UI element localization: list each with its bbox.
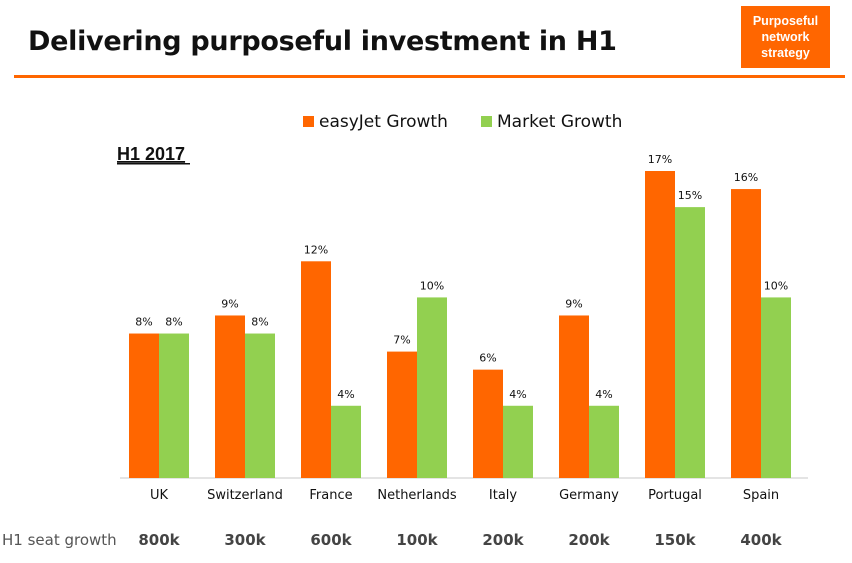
x-tick-label-switzerland: Switzerland	[207, 488, 283, 503]
data-label-easyjet-france: 12%	[304, 243, 328, 256]
bar-easyjet-germany	[559, 315, 589, 478]
bar-easyjet-netherlands	[387, 351, 417, 478]
data-label-easyjet-switzerland: 9%	[221, 297, 238, 310]
data-label-easyjet-italy: 6%	[479, 352, 496, 365]
data-label-market-uk: 8%	[165, 316, 182, 329]
bar-easyjet-portugal	[645, 171, 675, 478]
chart-title-underline	[117, 163, 190, 165]
strategy-badge: Purposeful network strategy	[741, 6, 830, 68]
x-tick-label-italy: Italy	[489, 488, 518, 503]
bar-easyjet-italy	[473, 369, 503, 478]
bar-market-portugal	[675, 207, 705, 478]
bar-market-france	[331, 405, 361, 478]
chart-title: H1 2017	[117, 144, 185, 164]
data-label-easyjet-germany: 9%	[565, 297, 582, 310]
bar-easyjet-spain	[731, 189, 761, 478]
seat-growth-spain: 400k	[740, 531, 782, 549]
data-label-easyjet-spain: 16%	[734, 171, 758, 184]
data-label-market-netherlands: 10%	[420, 279, 444, 292]
seat-growth-germany: 200k	[568, 531, 610, 549]
bar-easyjet-uk	[129, 333, 159, 478]
seat-growth-portugal: 150k	[654, 531, 696, 549]
page-title: Delivering purposeful investment in H1	[28, 26, 617, 57]
data-label-market-germany: 4%	[595, 388, 612, 401]
data-label-easyjet-netherlands: 7%	[393, 334, 410, 347]
seat-growth-uk: 800k	[138, 531, 180, 549]
x-tick-label-france: France	[309, 488, 352, 503]
legend-label-market: Market Growth	[497, 112, 622, 132]
x-tick-label-germany: Germany	[559, 488, 619, 503]
seat-growth-italy: 200k	[482, 531, 524, 549]
bar-market-switzerland	[245, 333, 275, 478]
title-divider	[14, 75, 845, 78]
legend-label-easyjet: easyJet Growth	[319, 112, 448, 132]
legend-swatch-easyjet	[303, 116, 314, 127]
bar-market-uk	[159, 333, 189, 478]
data-label-market-italy: 4%	[509, 388, 526, 401]
x-tick-label-spain: Spain	[743, 488, 779, 503]
data-label-easyjet-portugal: 17%	[648, 153, 672, 166]
bar-market-netherlands	[417, 297, 447, 478]
seat-growth-switzerland: 300k	[224, 531, 266, 549]
bar-market-italy	[503, 405, 533, 478]
seat-growth-row-label: H1 seat growth	[2, 531, 117, 549]
badge-line-3: strategy	[761, 46, 810, 60]
seat-growth-france: 600k	[310, 531, 352, 549]
data-label-market-switzerland: 8%	[251, 316, 268, 329]
badge-line-2: network	[761, 30, 810, 44]
bar-market-spain	[761, 297, 791, 478]
bar-easyjet-france	[301, 261, 331, 478]
x-tick-label-portugal: Portugal	[648, 488, 702, 503]
data-label-easyjet-uk: 8%	[135, 316, 152, 329]
data-label-market-portugal: 15%	[678, 189, 702, 202]
x-tick-label-netherlands: Netherlands	[377, 488, 456, 503]
data-label-market-france: 4%	[337, 388, 354, 401]
bar-market-germany	[589, 405, 619, 478]
seat-growth-netherlands: 100k	[396, 531, 438, 549]
data-label-market-spain: 10%	[764, 279, 788, 292]
bar-easyjet-switzerland	[215, 315, 245, 478]
badge-line-1: Purposeful	[752, 14, 819, 28]
x-tick-label-uk: UK	[150, 488, 169, 503]
legend-swatch-market	[481, 116, 492, 127]
